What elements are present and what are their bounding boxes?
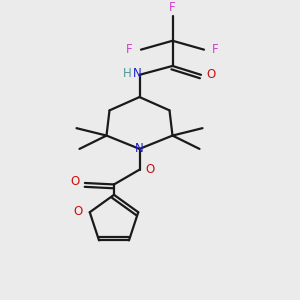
Text: N: N xyxy=(135,142,144,155)
Text: O: O xyxy=(146,163,155,176)
Text: O: O xyxy=(207,68,216,81)
Text: H: H xyxy=(122,68,131,80)
Text: F: F xyxy=(212,43,219,56)
Text: N: N xyxy=(133,68,142,80)
Text: F: F xyxy=(126,43,133,56)
Text: O: O xyxy=(70,175,80,188)
Text: O: O xyxy=(74,205,83,218)
Text: F: F xyxy=(169,1,176,14)
